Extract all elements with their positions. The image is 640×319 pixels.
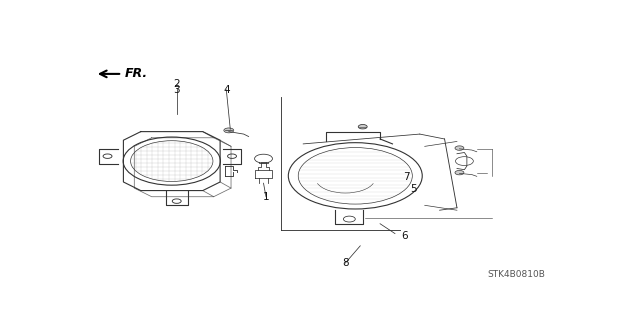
Text: 6: 6 xyxy=(401,231,408,241)
Text: FR.: FR. xyxy=(125,67,148,80)
Circle shape xyxy=(455,146,464,150)
Text: 4: 4 xyxy=(223,85,230,95)
Text: 3: 3 xyxy=(173,85,180,95)
Text: 5: 5 xyxy=(410,184,417,194)
Text: 7: 7 xyxy=(403,172,410,182)
Circle shape xyxy=(224,128,234,133)
Text: 2: 2 xyxy=(173,79,180,89)
Text: 1: 1 xyxy=(262,192,269,202)
Text: STK4B0810B: STK4B0810B xyxy=(488,270,545,278)
Text: 8: 8 xyxy=(342,258,349,268)
Circle shape xyxy=(455,170,464,175)
Circle shape xyxy=(358,124,367,129)
